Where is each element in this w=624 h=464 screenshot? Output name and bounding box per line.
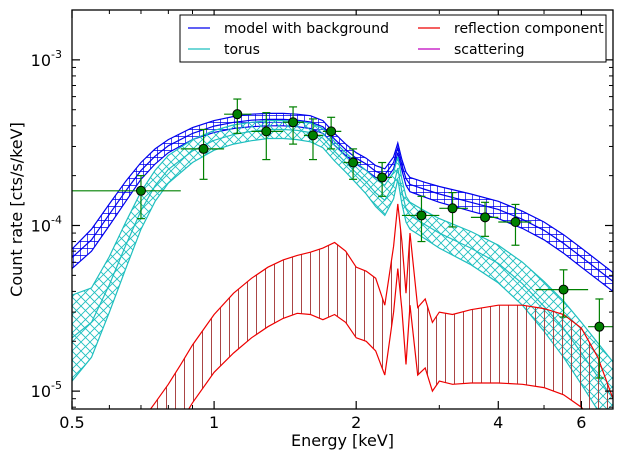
data-point-marker <box>135 185 146 196</box>
y-axis-label: Count rate [cts/s/keV] <box>7 122 26 297</box>
y-tick-exponent: -3 <box>51 48 62 61</box>
legend-item: model with background <box>188 21 389 37</box>
data-points <box>72 98 613 379</box>
reflection-component-band-fill <box>150 203 613 409</box>
plot-frame <box>71 9 614 410</box>
legend-box <box>179 14 607 63</box>
data-point <box>180 128 225 180</box>
data-point-marker <box>348 157 359 168</box>
data-point-marker <box>510 216 521 227</box>
data-point <box>588 298 613 379</box>
data-point <box>535 269 589 318</box>
data-point-marker <box>261 126 272 137</box>
legend-item: scattering <box>418 42 525 58</box>
legend-label: scattering <box>454 42 525 58</box>
data-point-marker <box>416 210 427 221</box>
data-point-marker <box>480 212 491 223</box>
axes: 0.5 1 2 4 610-510-410-3 <box>31 9 614 432</box>
torus-band-lower <box>72 137 598 409</box>
data-point <box>470 201 499 237</box>
legend-label: torus <box>224 42 260 58</box>
torus-band-fill <box>72 120 613 409</box>
x-tick-label: 4 <box>493 413 503 432</box>
data-point-marker <box>198 143 209 154</box>
torus-line <box>72 128 613 400</box>
x-tick-label: 1 <box>209 413 219 432</box>
data-point-marker <box>326 126 337 137</box>
data-point <box>251 112 284 161</box>
data-point-marker <box>307 130 318 141</box>
data-point-marker <box>377 172 388 183</box>
x-tick-label: 6 <box>576 413 586 432</box>
y-tick-base: 10 <box>31 216 51 235</box>
data-point <box>375 161 392 197</box>
data-point-marker <box>558 284 569 295</box>
data-point <box>224 98 252 134</box>
data-point-marker <box>447 203 458 214</box>
torus-band-upper <box>72 119 613 363</box>
data-point <box>283 106 304 145</box>
reflection-component-band-upper <box>149 203 613 409</box>
y-tick-label: 10-3 <box>31 48 62 70</box>
data-point <box>401 195 440 243</box>
y-tick-base: 10 <box>31 51 51 70</box>
legend: model with background torus reflection com… <box>179 14 607 63</box>
data-point <box>322 116 342 150</box>
x-tick-label: 0.5 <box>59 413 84 432</box>
data-point-marker <box>232 109 243 120</box>
data-point <box>343 148 362 180</box>
y-tick-exponent: -4 <box>51 213 62 226</box>
x-tick-label: 2 <box>351 413 361 432</box>
y-tick-label: 10-4 <box>31 213 62 235</box>
data-point-marker <box>594 321 605 332</box>
legend-label: reflection component <box>454 21 604 37</box>
y-tick-exponent: -5 <box>51 379 62 392</box>
data-point <box>303 118 323 161</box>
x-axis-label: Energy [keV] <box>291 431 394 450</box>
legend-label: model with background <box>224 21 389 37</box>
data-point <box>439 191 468 228</box>
y-tick-base: 10 <box>31 382 51 401</box>
model-bands <box>72 112 613 409</box>
data-point-marker <box>288 117 299 128</box>
model-with-background-line <box>72 118 613 282</box>
reflection-component-band-lower <box>188 268 584 409</box>
legend-item: reflection component <box>418 21 604 37</box>
data-point <box>72 175 181 220</box>
y-tick-label: 10-5 <box>31 379 62 401</box>
legend-item: torus <box>188 42 260 58</box>
data-point <box>498 203 532 246</box>
